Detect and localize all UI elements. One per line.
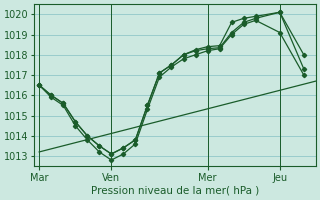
X-axis label: Pression niveau de la mer( hPa ): Pression niveau de la mer( hPa ) bbox=[91, 186, 259, 196]
